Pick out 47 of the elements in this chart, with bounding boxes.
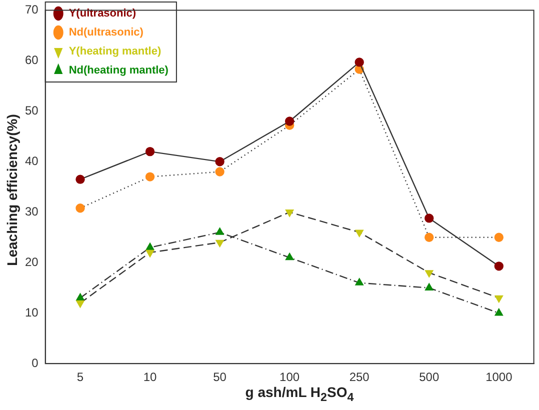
y-tick-label: 50 bbox=[24, 103, 39, 118]
point bbox=[286, 210, 294, 217]
y-tick-label: 10 bbox=[24, 305, 39, 320]
y-axis-title: Leaching efficiency(%) bbox=[4, 114, 20, 266]
point bbox=[216, 240, 224, 248]
point bbox=[76, 293, 84, 301]
y-tick-label: 20 bbox=[24, 254, 39, 269]
point bbox=[76, 204, 85, 213]
point bbox=[284, 116, 294, 126]
y-tick-label: 0 bbox=[32, 356, 39, 370]
point bbox=[355, 230, 364, 237]
legend-label: Y(ultrasonic) bbox=[68, 8, 136, 20]
legend-label: Nd(heating mantle) bbox=[68, 64, 169, 77]
point bbox=[146, 242, 154, 250]
y-tick-label: 30 bbox=[24, 204, 39, 218]
legend-label: Nd(ultrasonic) bbox=[68, 26, 144, 39]
point bbox=[145, 146, 155, 156]
point bbox=[494, 232, 504, 242]
point bbox=[216, 228, 224, 235]
point bbox=[494, 308, 503, 316]
point bbox=[215, 167, 224, 176]
point bbox=[424, 214, 434, 223]
y-tick-label: 70 bbox=[24, 2, 39, 17]
point bbox=[145, 172, 155, 182]
point bbox=[76, 300, 84, 308]
x-tick-label: 5 bbox=[76, 370, 84, 384]
point bbox=[215, 157, 224, 166]
x-axis-title: g ash/mL H$_{2}$SO$_{4}$ bbox=[244, 384, 355, 404]
x-tick-label: 100 bbox=[280, 370, 300, 384]
point bbox=[76, 174, 85, 184]
point bbox=[146, 250, 154, 258]
x-tick-label: 500 bbox=[419, 370, 440, 384]
point bbox=[494, 295, 503, 303]
point bbox=[355, 278, 364, 286]
x-tick-label: 250 bbox=[349, 370, 370, 384]
point bbox=[286, 252, 294, 260]
point bbox=[424, 232, 434, 242]
x-tick-label: 50 bbox=[213, 370, 227, 384]
point bbox=[425, 283, 434, 290]
legend-label: Y(heating mantle) bbox=[68, 46, 162, 58]
point bbox=[354, 58, 364, 67]
point bbox=[425, 270, 434, 278]
x-tick-label: 10 bbox=[143, 370, 158, 384]
y-tick-label: 40 bbox=[24, 154, 39, 168]
x-tick-label: 1000 bbox=[486, 370, 513, 384]
y-tick-label: 60 bbox=[24, 53, 39, 67]
point bbox=[494, 262, 504, 271]
